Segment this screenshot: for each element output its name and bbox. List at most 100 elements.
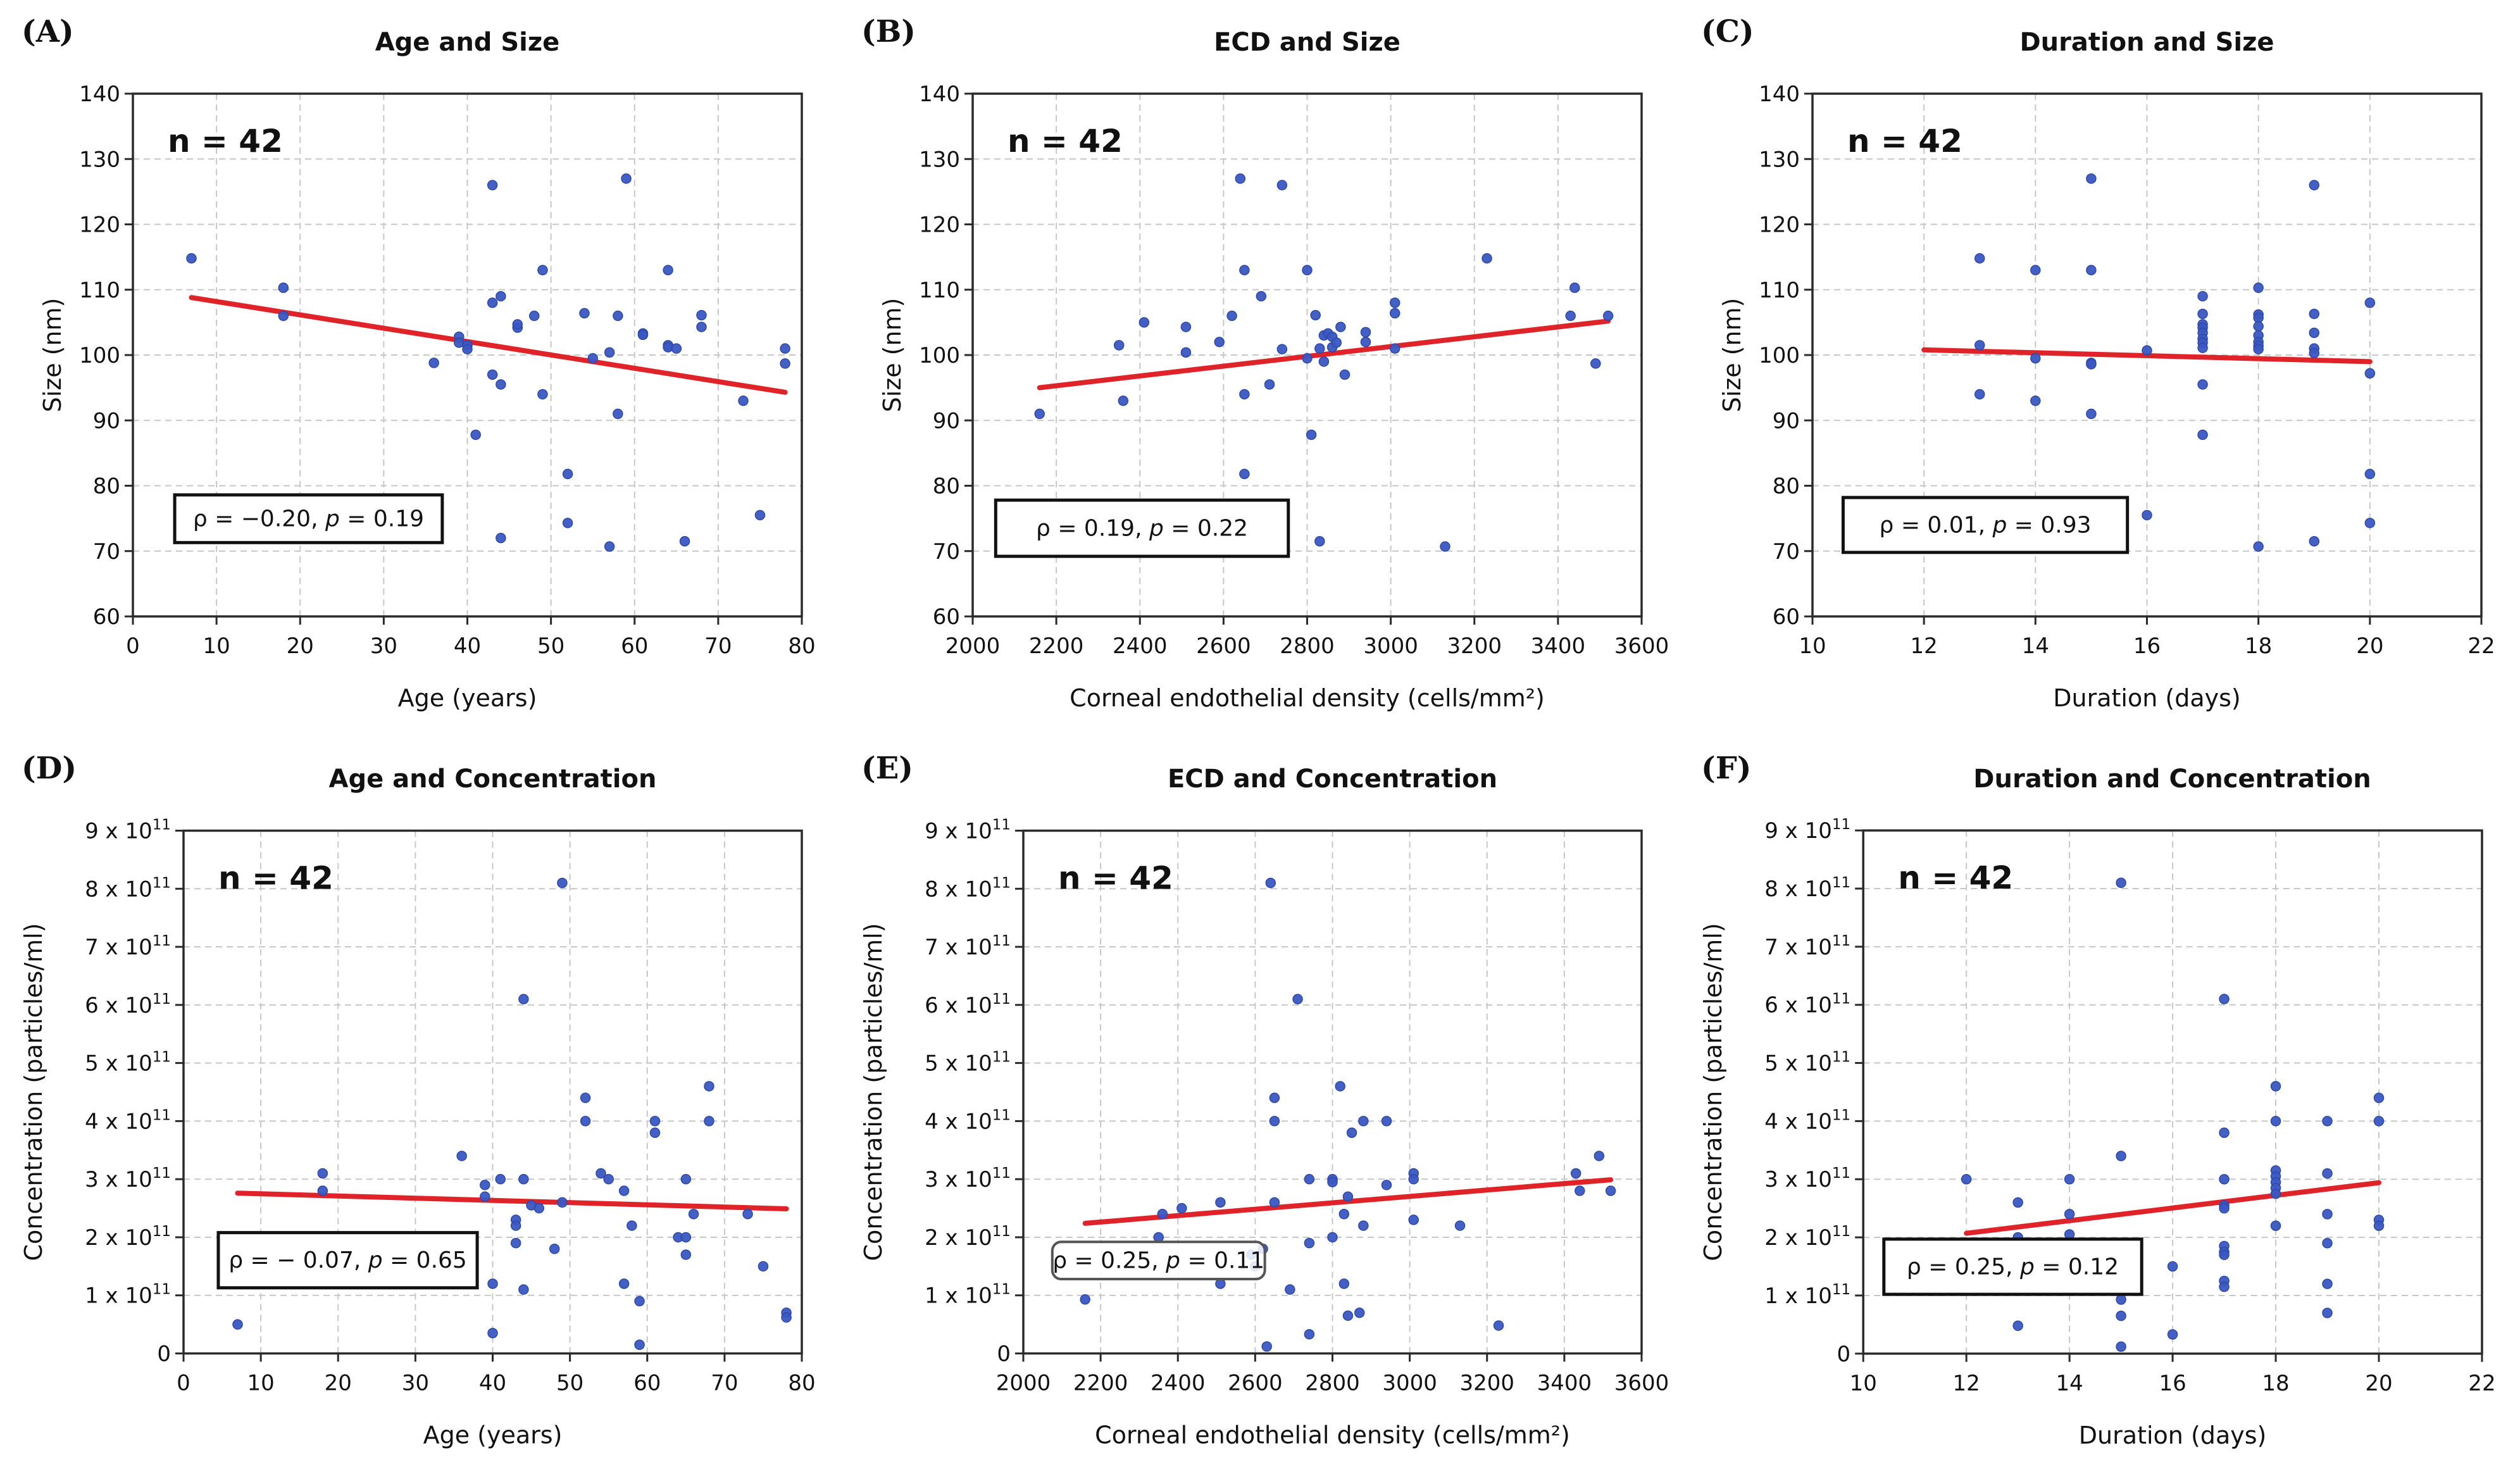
panel-letter-c: (C) <box>1701 14 1754 49</box>
data-point <box>428 358 439 368</box>
y-tick-label: 0 <box>997 1342 1011 1367</box>
data-point <box>2270 1116 2281 1127</box>
data-point <box>1276 344 1288 354</box>
data-point <box>663 265 673 276</box>
y-tick-label: 60 <box>1773 604 1800 630</box>
stats-text: ρ = 0.01, p = 0.93 <box>1880 512 2092 538</box>
data-point <box>2219 1249 2230 1260</box>
y-axis-label: Concentration (particles/ml) <box>859 923 887 1261</box>
stats-box <box>216 1231 479 1290</box>
data-point <box>2030 353 2041 364</box>
data-point <box>2373 1116 2385 1127</box>
data-point <box>680 1232 692 1243</box>
data-point <box>1118 396 1129 406</box>
data-point <box>1080 1294 1090 1305</box>
data-point <box>1389 343 1400 354</box>
data-point <box>2322 1308 2333 1318</box>
data-point <box>2142 345 2152 356</box>
y-tick-label: 70 <box>933 539 960 565</box>
data-point <box>487 369 498 380</box>
data-point <box>2116 1294 2126 1305</box>
data-point <box>1226 310 1237 322</box>
data-point <box>649 1127 661 1138</box>
y-tick-label: 8 x 1011 <box>925 875 1011 902</box>
y-axis-label: Concentration (particles/ml) <box>1699 923 1727 1261</box>
data-point <box>496 379 506 390</box>
data-point <box>1440 541 1450 552</box>
data-point <box>696 309 707 321</box>
y-tick-label: 120 <box>1759 213 1800 238</box>
n-annotation: n = 42 <box>1847 123 1962 159</box>
data-point <box>1338 1278 1350 1289</box>
y-tick-label: 5 x 1011 <box>85 1049 171 1077</box>
data-point <box>618 1185 630 1196</box>
data-point <box>1256 290 1267 302</box>
data-point <box>696 322 707 332</box>
data-point <box>1389 297 1400 308</box>
data-point <box>1339 369 1350 380</box>
data-point <box>2253 321 2264 332</box>
data-point <box>1153 1232 1164 1243</box>
data-point <box>1590 358 1601 369</box>
y-tick-label: 100 <box>1759 343 1800 368</box>
y-tick-label: 4 x 1011 <box>925 1107 1011 1134</box>
x-tick-label: 14 <box>2055 1371 2083 1396</box>
panel-title-age-concentration: Age and Concentration <box>328 765 657 794</box>
data-point <box>738 396 749 406</box>
y-axis-label: Size (nm) <box>39 298 66 413</box>
data-point <box>1605 1185 1616 1196</box>
x-tick-label: 12 <box>1953 1371 1980 1396</box>
x-tick-label: 20 <box>287 634 314 659</box>
n-annotation: n = 42 <box>1058 860 1173 897</box>
data-point <box>549 1244 560 1254</box>
data-point <box>1342 1191 1354 1202</box>
x-tick-label: 80 <box>788 634 815 659</box>
data-point <box>1214 337 1225 347</box>
x-tick-label: 30 <box>370 634 397 659</box>
panel-age-size: (A) Age and Size 0 10 20 30 40 50 60 70 80 60 70 80… <box>0 0 840 737</box>
y-tick-label: 120 <box>919 213 960 238</box>
data-point <box>1346 1127 1357 1138</box>
x-tick-label: 60 <box>621 634 648 659</box>
data-point <box>1310 309 1321 321</box>
data-point <box>2197 308 2208 320</box>
x-tick-label: 22 <box>2467 634 2495 659</box>
data-point <box>754 509 766 521</box>
stats-text: ρ = 0.19, p = 0.22 <box>1036 516 1248 542</box>
x-tick-label: 3400 <box>1537 1371 1592 1396</box>
y-tick-label: 130 <box>1759 147 1800 172</box>
x-tick-label: 30 <box>402 1371 429 1396</box>
y-tick-label: 4 x 1011 <box>85 1107 171 1134</box>
trend-line <box>1921 347 2373 365</box>
data-point <box>487 180 498 190</box>
data-point <box>496 532 506 544</box>
x-tick-label: 3200 <box>1447 634 1502 659</box>
y-tick-label: 7 x 1011 <box>1764 933 1850 960</box>
x-axis-label: Duration (days) <box>2079 1421 2267 1449</box>
data-point <box>780 343 790 354</box>
stats-text: ρ = − 0.07, p = 0.65 <box>228 1247 467 1273</box>
y-tick-label: 9 x 1011 <box>1764 816 1850 844</box>
data-point <box>1481 253 1492 264</box>
data-point <box>1304 1173 1315 1185</box>
data-point <box>2322 1168 2333 1179</box>
y-tick-label: 110 <box>79 278 120 303</box>
y-tick-label: 1 x 1011 <box>85 1282 171 1309</box>
data-point <box>1389 308 1400 319</box>
data-point <box>1358 1220 1369 1231</box>
y-tick-label: 90 <box>93 408 120 434</box>
data-point <box>1235 173 1246 184</box>
data-point <box>518 1284 529 1295</box>
panel-title-age-size: Age and Size <box>375 28 560 57</box>
data-point <box>537 265 548 276</box>
data-point <box>1314 536 1325 547</box>
data-point <box>1180 347 1192 358</box>
data-point <box>2309 308 2319 320</box>
data-point <box>1974 389 1985 400</box>
data-point <box>1113 340 1125 351</box>
scatter-chart-ecd-concentration: 2000 2200 2400 2600 2800 3000 3200 3400 3600 0 1 x… <box>859 817 1669 1449</box>
data-point <box>587 353 598 364</box>
y-tick-label: 6 x 1011 <box>925 991 1011 1018</box>
data-point <box>680 1249 692 1260</box>
